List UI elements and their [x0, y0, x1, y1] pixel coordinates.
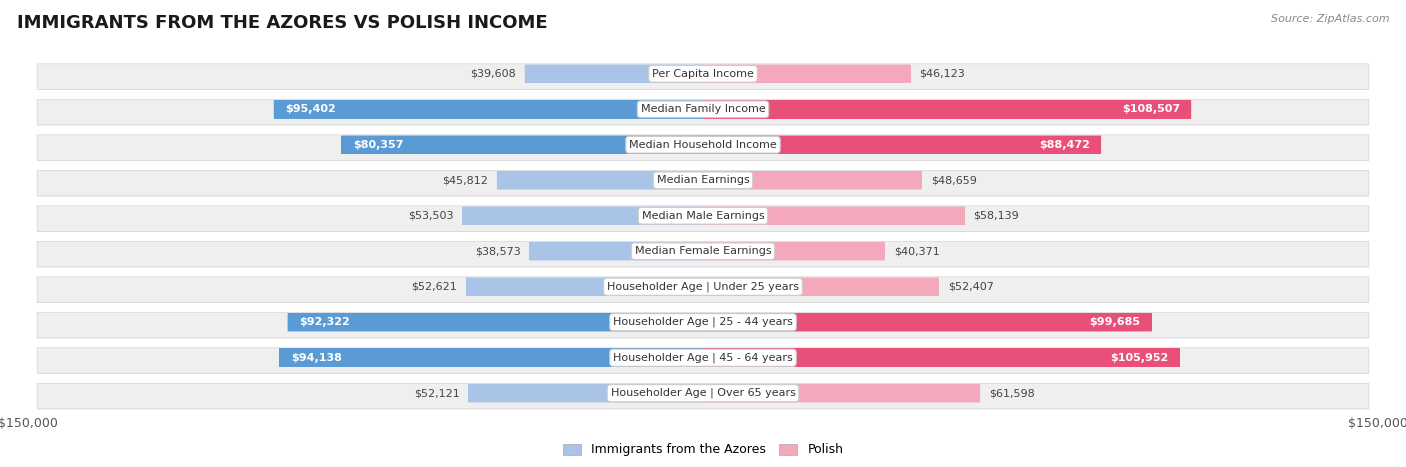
Text: $52,121: $52,121: [413, 388, 460, 398]
Bar: [703, 206, 965, 225]
Text: $105,952: $105,952: [1111, 353, 1168, 363]
FancyBboxPatch shape: [703, 171, 922, 190]
Text: $46,123: $46,123: [920, 69, 966, 79]
Text: Per Capita Income: Per Capita Income: [652, 69, 754, 79]
Text: Median Female Earnings: Median Female Earnings: [634, 246, 772, 256]
Text: $58,139: $58,139: [973, 211, 1019, 221]
Text: $40,371: $40,371: [894, 246, 939, 256]
Text: $39,608: $39,608: [470, 69, 516, 79]
Bar: [703, 100, 1191, 119]
Text: $52,407: $52,407: [948, 282, 994, 292]
Text: IMMIGRANTS FROM THE AZORES VS POLISH INCOME: IMMIGRANTS FROM THE AZORES VS POLISH INC…: [17, 14, 547, 32]
Text: $92,322: $92,322: [299, 317, 350, 327]
FancyBboxPatch shape: [703, 64, 911, 83]
FancyBboxPatch shape: [37, 135, 1369, 160]
FancyBboxPatch shape: [37, 170, 1369, 196]
FancyBboxPatch shape: [37, 206, 1369, 231]
Text: $48,659: $48,659: [931, 175, 977, 185]
Bar: [524, 64, 703, 83]
FancyBboxPatch shape: [37, 170, 1369, 196]
Text: Median Household Income: Median Household Income: [628, 140, 778, 150]
Bar: [463, 206, 703, 225]
FancyBboxPatch shape: [274, 100, 703, 119]
Text: $108,507: $108,507: [1122, 104, 1180, 114]
Text: $52,621: $52,621: [412, 282, 457, 292]
FancyBboxPatch shape: [703, 313, 1152, 332]
Text: Householder Age | Over 65 years: Householder Age | Over 65 years: [610, 388, 796, 398]
Bar: [530, 242, 703, 261]
FancyBboxPatch shape: [468, 384, 703, 403]
FancyBboxPatch shape: [37, 348, 1369, 373]
Text: $38,573: $38,573: [475, 246, 520, 256]
Bar: [703, 348, 1180, 367]
Legend: Immigrants from the Azores, Polish: Immigrants from the Azores, Polish: [558, 439, 848, 461]
Bar: [468, 384, 703, 403]
FancyBboxPatch shape: [703, 242, 884, 261]
FancyBboxPatch shape: [703, 277, 939, 296]
Bar: [703, 313, 1152, 332]
Text: Source: ZipAtlas.com: Source: ZipAtlas.com: [1271, 14, 1389, 24]
Text: $94,138: $94,138: [291, 353, 342, 363]
FancyBboxPatch shape: [463, 206, 703, 225]
FancyBboxPatch shape: [37, 383, 1369, 409]
Text: $99,685: $99,685: [1090, 317, 1140, 327]
Text: Median Male Earnings: Median Male Earnings: [641, 211, 765, 221]
FancyBboxPatch shape: [703, 384, 980, 403]
FancyBboxPatch shape: [37, 206, 1369, 232]
FancyBboxPatch shape: [703, 135, 1101, 154]
Text: Householder Age | 45 - 64 years: Householder Age | 45 - 64 years: [613, 353, 793, 363]
Bar: [703, 242, 884, 261]
FancyBboxPatch shape: [37, 312, 1369, 338]
Text: $61,598: $61,598: [990, 388, 1035, 398]
Text: $53,503: $53,503: [408, 211, 453, 221]
FancyBboxPatch shape: [37, 99, 1369, 125]
Text: Median Earnings: Median Earnings: [657, 175, 749, 185]
FancyBboxPatch shape: [524, 64, 703, 83]
FancyBboxPatch shape: [37, 64, 1369, 90]
FancyBboxPatch shape: [280, 348, 703, 367]
FancyBboxPatch shape: [37, 312, 1369, 338]
Text: Householder Age | Under 25 years: Householder Age | Under 25 years: [607, 282, 799, 292]
FancyBboxPatch shape: [37, 64, 1369, 89]
Bar: [703, 171, 922, 190]
FancyBboxPatch shape: [37, 241, 1369, 267]
Bar: [288, 313, 703, 332]
FancyBboxPatch shape: [37, 277, 1369, 302]
Bar: [342, 135, 703, 154]
FancyBboxPatch shape: [37, 241, 1369, 267]
Bar: [274, 100, 703, 119]
FancyBboxPatch shape: [342, 135, 703, 154]
Text: $45,812: $45,812: [441, 175, 488, 185]
FancyBboxPatch shape: [703, 100, 1191, 119]
Text: Median Family Income: Median Family Income: [641, 104, 765, 114]
FancyBboxPatch shape: [703, 348, 1180, 367]
Bar: [703, 64, 911, 83]
Bar: [703, 384, 980, 403]
FancyBboxPatch shape: [703, 206, 965, 225]
Bar: [496, 171, 703, 190]
FancyBboxPatch shape: [37, 135, 1369, 161]
FancyBboxPatch shape: [288, 313, 703, 332]
FancyBboxPatch shape: [37, 348, 1369, 374]
Text: $95,402: $95,402: [285, 104, 336, 114]
Text: $80,357: $80,357: [353, 140, 404, 150]
Bar: [703, 277, 939, 296]
Bar: [467, 277, 703, 296]
Bar: [703, 135, 1101, 154]
FancyBboxPatch shape: [530, 242, 703, 261]
Bar: [280, 348, 703, 367]
Text: $88,472: $88,472: [1039, 140, 1090, 150]
Text: Householder Age | 25 - 44 years: Householder Age | 25 - 44 years: [613, 317, 793, 327]
FancyBboxPatch shape: [37, 99, 1369, 125]
FancyBboxPatch shape: [37, 383, 1369, 409]
FancyBboxPatch shape: [496, 171, 703, 190]
FancyBboxPatch shape: [37, 277, 1369, 303]
FancyBboxPatch shape: [467, 277, 703, 296]
